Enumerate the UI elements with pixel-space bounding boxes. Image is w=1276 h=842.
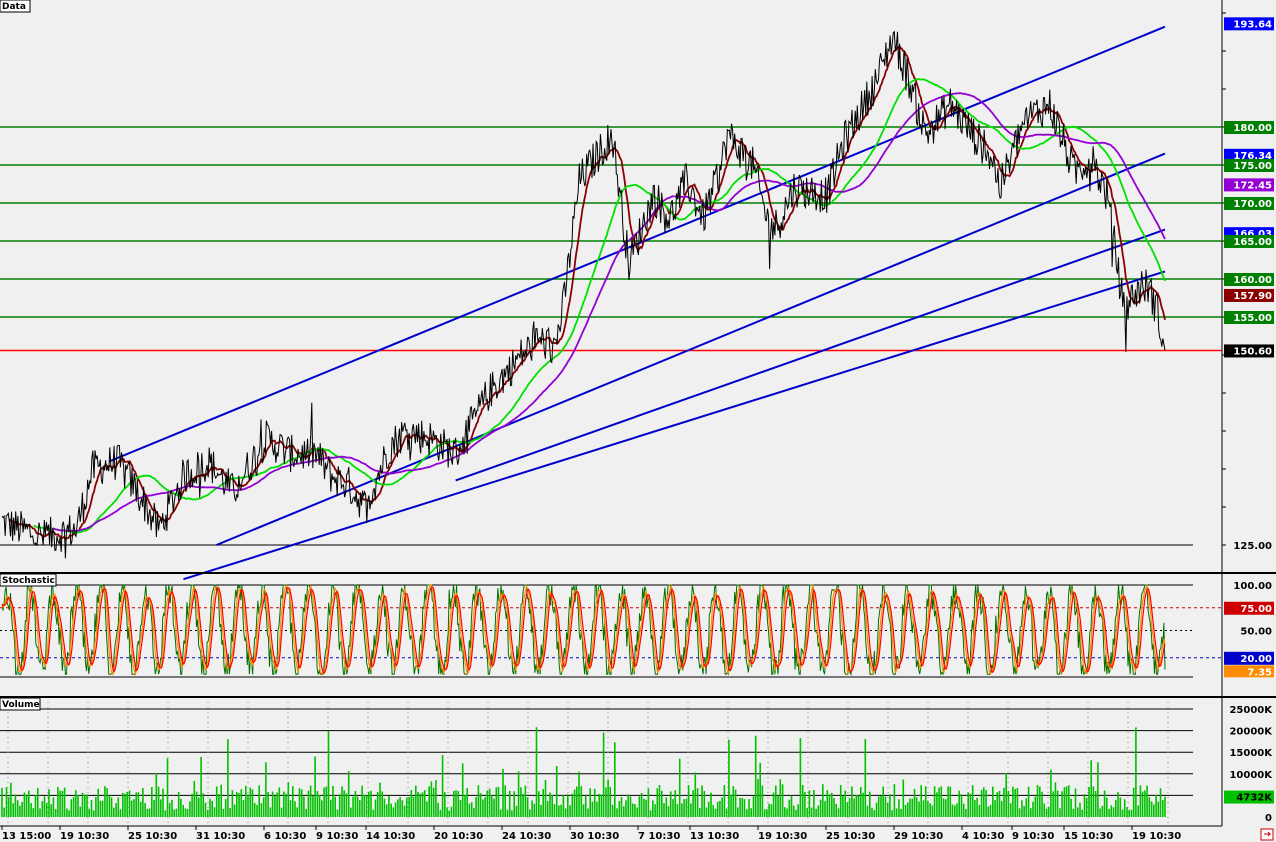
value-tag xyxy=(1224,311,1274,324)
x-tick-label: 19 10:30 xyxy=(758,831,807,842)
y-tick-label: 125.00 xyxy=(1233,541,1272,552)
x-tick-label: 15 10:30 xyxy=(1064,831,1113,842)
x-tick-label: 14 10:30 xyxy=(366,831,415,842)
stochastic-panel: 100.00 50.00 75.00 20.00 7.35 Stochastic xyxy=(0,573,1274,697)
price-series xyxy=(1,30,1166,559)
price-line xyxy=(1,30,1166,559)
value-tag xyxy=(1224,288,1274,302)
x-tick-label: 13 10:30 xyxy=(690,831,739,842)
stochastic-line xyxy=(1,583,1166,677)
volume-panel-title: Volume xyxy=(2,700,40,710)
value-tag xyxy=(1224,235,1274,248)
value-tag xyxy=(1224,159,1274,172)
value-tag-label: 155.00 xyxy=(1233,313,1272,324)
value-tag xyxy=(1224,651,1274,665)
value-tag-label: 166.03 xyxy=(1233,229,1272,240)
volume-grid xyxy=(0,702,1193,826)
value-tag xyxy=(1224,17,1274,31)
value-tag xyxy=(1224,790,1274,804)
stochastic-value-tags: 100.00 50.00 75.00 20.00 7.35 xyxy=(1224,581,1274,678)
y-tick-label: 15000K xyxy=(1229,748,1273,759)
moving-average-line xyxy=(33,78,1166,534)
value-tag-label: 7.35 xyxy=(1247,667,1272,678)
trend-line xyxy=(183,270,1166,581)
x-tick-label: 19 10:30 xyxy=(60,831,109,842)
x-tick-label: 9 10:30 xyxy=(1012,831,1054,842)
value-tag-label: 172.45 xyxy=(1233,180,1272,191)
value-tag xyxy=(1224,197,1274,210)
value-tag-label: 193.64 xyxy=(1233,19,1272,30)
price-plot-area xyxy=(0,0,1222,573)
y-tick-label: 100.00 xyxy=(1233,581,1272,592)
value-tag-label: 180.00 xyxy=(1233,123,1272,134)
value-tag-label: 150.60 xyxy=(1233,346,1272,357)
value-tag xyxy=(1224,121,1274,134)
y-tick-label: 0 xyxy=(1265,813,1272,824)
volume-bars xyxy=(1,727,1166,817)
x-tick-label: 13 15:00 xyxy=(2,831,51,842)
x-tick-label: 4 10:30 xyxy=(962,831,1004,842)
trend-line xyxy=(455,228,1166,482)
x-tick-label: 20 10:30 xyxy=(434,831,483,842)
stochastic-title-box xyxy=(0,573,57,587)
trend-line xyxy=(216,152,1166,546)
value-tag xyxy=(1224,665,1274,678)
value-tag xyxy=(1224,601,1274,615)
stochastic-line xyxy=(1,583,1166,676)
volume-panel: 25000K 20000K 15000K 10000K 0 4732K Volume xyxy=(0,697,1274,826)
price-title-box xyxy=(0,0,31,13)
x-axis: 13 15:00 19 10:30 25 10:30 31 10:30 6 10:30 9… xyxy=(0,825,1222,842)
value-tag xyxy=(1224,178,1274,192)
y-tick-label: 50.00 xyxy=(1240,627,1272,638)
x-tick-label: 25 10:30 xyxy=(128,831,177,842)
value-tag-label: 176.34 xyxy=(1233,151,1272,162)
x-tick-label: 29 10:30 xyxy=(894,831,943,842)
value-tag-label: 175.00 xyxy=(1233,161,1272,172)
y-tick-label: 25000K xyxy=(1229,705,1273,716)
price-panel-title: Data xyxy=(2,2,26,12)
value-tag-label: 160.00 xyxy=(1233,275,1272,286)
value-tag-label: 20.00 xyxy=(1240,654,1272,665)
stochastic-panel-title: Stochastic xyxy=(2,576,55,586)
x-tick-label: 9 10:30 xyxy=(316,831,358,842)
value-tag xyxy=(1224,344,1274,358)
x-tick-label: 30 10:30 xyxy=(570,831,619,842)
volume-title-box xyxy=(0,697,41,711)
moving-average-line xyxy=(8,44,1166,542)
stochastic-series xyxy=(1,583,1166,677)
value-tag-label: 4732K xyxy=(1236,793,1273,804)
value-tag-label: 75.00 xyxy=(1240,604,1272,615)
x-tick-label: 31 10:30 xyxy=(196,831,245,842)
value-tag xyxy=(1224,273,1274,286)
x-tick-label: 25 10:30 xyxy=(826,831,875,842)
stochastic-line xyxy=(1,586,1166,674)
x-tick-label: 6 10:30 xyxy=(264,831,306,842)
y-tick-label: 20000K xyxy=(1229,727,1273,738)
value-tag xyxy=(1224,148,1274,162)
value-tag-label: 170.00 xyxy=(1233,199,1272,210)
volume-value-tags: 25000K 20000K 15000K 10000K 0 4732K xyxy=(1224,705,1274,824)
x-tick-label: 24 10:30 xyxy=(502,831,551,842)
corner-button[interactable] xyxy=(1260,828,1274,841)
value-tag-label: 157.90 xyxy=(1233,291,1272,302)
arrow-icon xyxy=(1264,831,1272,837)
x-tick-label: 19 10:30 xyxy=(1132,831,1181,842)
x-tick-label: 7 10:30 xyxy=(638,831,680,842)
value-tag-label: 165.00 xyxy=(1233,237,1272,248)
y-tick-label: 10000K xyxy=(1229,770,1273,781)
